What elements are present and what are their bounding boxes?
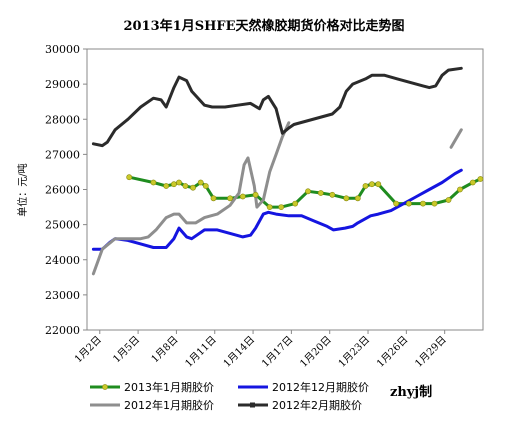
legend: 2013年1月期胶价 2012年12月期胶价 2012年1月期胶价 2012年2月期胶… (90, 380, 369, 412)
data-point (292, 200, 299, 207)
series-line-2-segment (449, 128, 463, 149)
data-point (163, 183, 170, 189)
data-point (375, 181, 382, 188)
legend-label-1: 2012年12月期胶价 (272, 380, 369, 394)
y-tick-label: 24000 (45, 254, 80, 267)
y-tick-label: 25000 (45, 219, 80, 232)
data-point (197, 179, 204, 186)
x-tick-label: 1月26日 (374, 334, 410, 370)
data-point (190, 184, 196, 191)
series-line-2 (91, 121, 291, 276)
data-point (368, 181, 375, 188)
y-tick-label: 23000 (45, 289, 80, 302)
data-point (431, 200, 438, 207)
data-point (477, 176, 484, 182)
data-point (170, 181, 177, 188)
data-point (457, 186, 463, 193)
legend-label-3: 2012年2月期胶价 (272, 398, 362, 412)
data-point (239, 193, 246, 200)
watermark-label: zhyj制 (390, 384, 432, 400)
data-point (362, 183, 369, 189)
data-point (469, 179, 476, 186)
data-point (329, 191, 336, 198)
x-tick-label: 1月14日 (221, 334, 257, 370)
data-point (317, 190, 324, 196)
plot-area (86, 48, 484, 331)
data-point (227, 195, 233, 202)
series-line-1 (91, 168, 463, 251)
data-point (252, 191, 259, 198)
data-point (266, 204, 273, 210)
data-point (445, 197, 452, 203)
data-point (354, 195, 361, 202)
y-tick-label: 29000 (45, 78, 80, 91)
y-tick-label: 26000 (45, 184, 80, 197)
y-tick-label: 28000 (45, 113, 80, 126)
legend-label-2: 2012年1月期胶价 (124, 398, 214, 412)
y-tick-label: 30000 (45, 43, 80, 56)
x-tick-label: 1月5日 (111, 334, 143, 366)
data-point (343, 195, 350, 202)
data-point (126, 174, 133, 181)
data-point (305, 188, 311, 195)
series-layer (91, 66, 484, 276)
data-point (150, 179, 157, 186)
chart-title: 2013年1月SHFE天然橡胶期货价格对比走势图 (123, 18, 404, 34)
y-axis-label: 单位：元/吨 (16, 163, 29, 216)
y-axis: 22000 23000 24000 25000 26000 27000 28000 29000… (45, 43, 87, 337)
data-point (405, 200, 412, 207)
data-point (420, 200, 426, 207)
data-point (210, 195, 217, 202)
data-point (278, 204, 285, 210)
series-line-3 (91, 66, 463, 148)
data-point (393, 200, 399, 207)
x-tick-label: 1月8日 (149, 334, 181, 366)
legend-marker-3 (250, 402, 255, 408)
x-tick-label: 1月2日 (72, 334, 104, 366)
data-point (176, 179, 182, 186)
x-tick-label: 1月23日 (336, 334, 372, 370)
data-point (182, 183, 189, 189)
series-line-0 (127, 175, 482, 209)
y-tick-label: 22000 (45, 324, 80, 337)
legend-marker-0 (102, 384, 108, 390)
x-tick-label: 1月20日 (298, 334, 334, 370)
x-tick-label: 1月29日 (413, 334, 449, 370)
x-axis: 1月2日 1月5日 1月8日 1月11日 1月14日 1月17日 1月20日 1月23日 1月2… (72, 330, 449, 370)
data-point (202, 183, 209, 189)
x-tick-label: 1月11日 (183, 334, 219, 370)
y-tick-label: 27000 (45, 148, 80, 161)
legend-label-0: 2013年1月期胶价 (124, 380, 214, 394)
x-tick-label: 1月17日 (259, 334, 295, 370)
